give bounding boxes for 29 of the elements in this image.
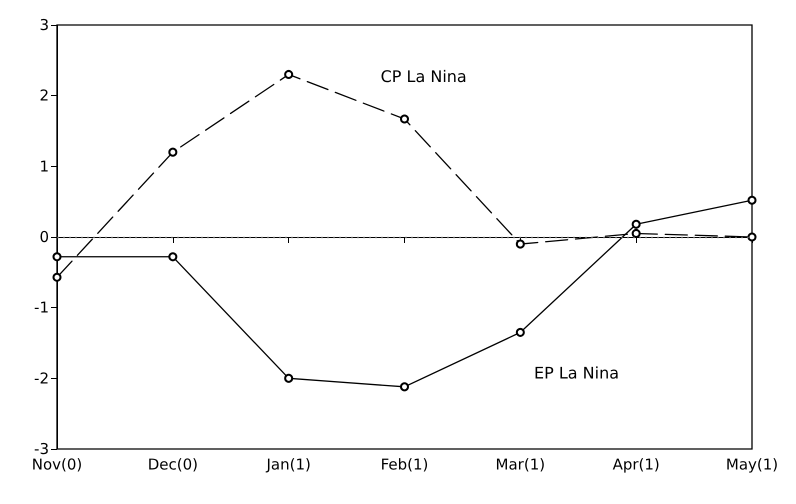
point xyxy=(168,148,178,157)
point xyxy=(52,252,62,262)
y-tick-label: 2 xyxy=(39,86,49,105)
point xyxy=(400,382,409,392)
x-tick-label: May(1) xyxy=(726,456,778,474)
y-tick-label: 0 xyxy=(39,228,49,246)
y-tick-label: 3 xyxy=(39,16,49,34)
x-tick-label: Feb(1) xyxy=(380,456,428,474)
point xyxy=(52,272,62,282)
point xyxy=(284,70,294,79)
point xyxy=(632,228,641,238)
point xyxy=(748,196,756,205)
point xyxy=(516,240,525,249)
y-tick-label: 1 xyxy=(39,157,49,176)
series-label: CP La Nina xyxy=(380,66,467,86)
point xyxy=(632,220,641,229)
y-tick-label: -1 xyxy=(34,298,49,317)
x-tick-label: Apr(1) xyxy=(612,456,660,474)
point xyxy=(516,328,525,337)
x-tick-label: Dec(0) xyxy=(148,456,198,474)
series-label: EP La Nina xyxy=(534,363,620,382)
y-tick-label: -2 xyxy=(34,369,49,388)
point xyxy=(284,374,294,383)
x-tick-label: Jan(1) xyxy=(265,456,311,474)
y-tick-label: -3 xyxy=(34,440,49,458)
x-tick-label: Nov(0) xyxy=(32,456,82,474)
point xyxy=(400,114,409,124)
point xyxy=(168,252,178,262)
x-tick-label: Mar(1) xyxy=(496,456,546,474)
